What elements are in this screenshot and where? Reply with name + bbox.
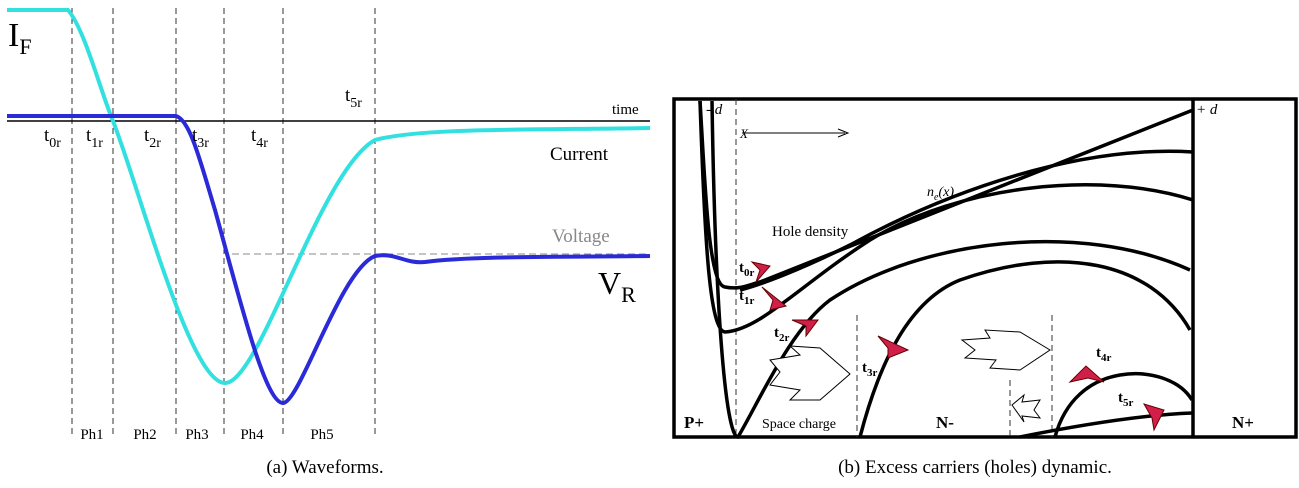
time-mark-sub: 2r <box>149 136 161 151</box>
phase-dividers <box>71 8 376 436</box>
hole-density-t5 <box>1019 411 1193 439</box>
current-curve <box>7 8 651 386</box>
electron-density-label: ne(x) <box>927 185 954 203</box>
time-mark-base: t <box>1096 345 1101 361</box>
time-mark-base: t <box>144 125 150 146</box>
region-label: Space charge <box>762 417 836 432</box>
time-mark-base: t <box>739 260 744 276</box>
time-mark: t1r <box>86 125 103 151</box>
time-mark: t0r <box>44 125 61 151</box>
electron-density-sub: e <box>934 192 939 203</box>
time-mark-base: t <box>774 325 779 341</box>
time-mark-sub: 1r <box>91 136 103 151</box>
arrow-t4 <box>1068 365 1105 383</box>
time-mark-base: t <box>251 125 257 146</box>
time-mark: t1r <box>739 288 755 307</box>
phase-label: Ph3 <box>185 427 208 443</box>
voltage-symbol-sub: R <box>621 282 636 307</box>
time-mark-base: t <box>44 125 50 146</box>
axis-label: time <box>612 102 639 118</box>
hole-density-t4 <box>1053 372 1194 438</box>
time-mark-base: t <box>345 85 351 106</box>
x-arrowhead <box>837 128 850 138</box>
current-symbol: IF <box>8 17 32 59</box>
time-mark-sub: 5r <box>1123 397 1134 409</box>
time-mark-sub: 1r <box>744 295 755 307</box>
hole-density-t2 <box>698 100 1194 334</box>
region-label: N+ <box>1232 413 1254 432</box>
voltage-symbol-base: V <box>598 265 621 301</box>
time-mark-sub: 4r <box>256 136 268 151</box>
phase-label: Ph2 <box>133 427 156 443</box>
time-mark: t5r <box>345 85 362 111</box>
voltage-label: Voltage <box>552 226 610 247</box>
phase-label: Ph5 <box>310 427 333 443</box>
phase-label: Ph1 <box>80 427 103 443</box>
arrow-t2 <box>791 319 819 338</box>
time-mark-base: t <box>192 125 198 146</box>
phase-labels: Ph1 Ph2 Ph3 Ph4 Ph5 <box>80 427 333 443</box>
current-label: Current <box>550 144 609 165</box>
hole-density-t3 <box>858 260 1192 438</box>
time-mark-base: t <box>1118 390 1123 406</box>
caption: (a) Waveforms. <box>266 457 383 478</box>
time-mark: t0r <box>739 260 755 279</box>
caption: (b) Excess carriers (holes) dynamic. <box>838 457 1112 478</box>
region-label: N- <box>936 413 954 432</box>
hole-density-label: Hole density <box>772 224 849 240</box>
hole-density-t1 <box>739 149 1194 292</box>
time-mark-sub: 0r <box>49 136 61 151</box>
time-mark: t4r <box>251 125 268 151</box>
time-mark: t4r <box>1096 345 1112 364</box>
minus-d-label: - d <box>706 102 723 118</box>
time-mark-base: t <box>862 360 867 376</box>
voltage-symbol: VR <box>598 265 636 307</box>
panel-b: - d X + d ne(x) Hole density t0rt1rt2rt3… <box>672 97 1298 478</box>
device-frame <box>672 97 1298 439</box>
time-mark-sub: 0r <box>744 267 755 279</box>
expand-arrow <box>960 329 1051 371</box>
space-charge-arrows <box>769 329 1051 423</box>
time-mark: t2r <box>774 325 790 344</box>
electron-density-base: n <box>927 185 934 200</box>
time-mark: t5r <box>1118 390 1134 409</box>
time-mark-sub: 3r <box>197 136 209 151</box>
shrink-arrow <box>1011 393 1042 423</box>
time-mark-base: t <box>739 288 744 304</box>
time-mark-sub: 3r <box>867 367 878 379</box>
time-arrows <box>750 261 1165 432</box>
voltage-curve <box>7 114 651 406</box>
electron-density-suffix: (x) <box>938 185 954 200</box>
panel-a: IF VR time Current Voltage t0r t1r t2r t3r t… <box>7 8 651 478</box>
current-symbol-base: I <box>8 17 19 54</box>
time-mark: t2r <box>144 125 161 151</box>
arrow-t0 <box>750 261 771 283</box>
region-label: P+ <box>684 413 704 432</box>
time-mark-base: t <box>86 125 92 146</box>
time-mark-sub: 5r <box>350 96 362 111</box>
current-symbol-sub: F <box>19 34 31 59</box>
arrow-t1 <box>761 286 788 311</box>
time-mark: t3r <box>192 125 209 151</box>
arrow-t5 <box>1142 403 1165 432</box>
time-mark-sub: 2r <box>779 332 790 344</box>
time-mark-sub: 4r <box>1101 352 1112 364</box>
plus-d-label: + d <box>1196 102 1218 118</box>
phase-label: Ph4 <box>240 427 264 443</box>
expand-arrow <box>769 345 851 401</box>
x-label: X <box>739 126 749 141</box>
arrow-t3 <box>877 335 910 359</box>
time-mark: t3r <box>862 360 878 379</box>
